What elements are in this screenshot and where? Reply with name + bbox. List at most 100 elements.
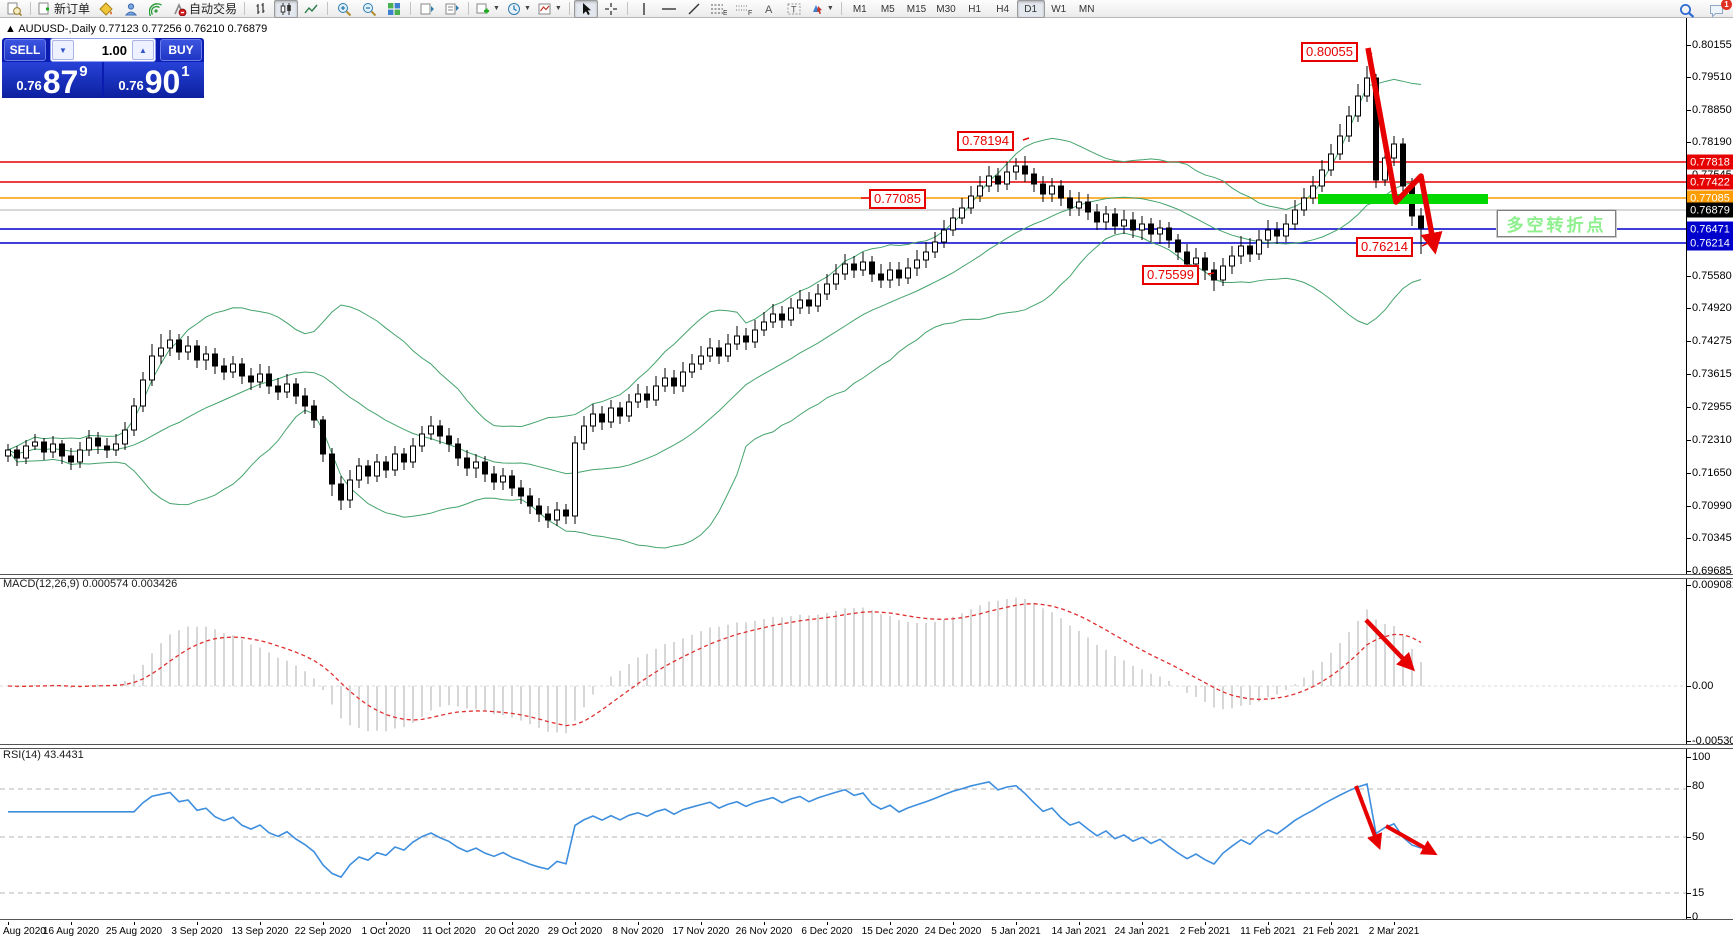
- date-label: 22 Sep 2020: [294, 926, 352, 937]
- bar-chart-icon: [256, 2, 265, 14]
- timeframe-h1[interactable]: H1: [968, 3, 982, 15]
- date-tick: [1268, 922, 1269, 925]
- notifications-button[interactable]: 1: [1705, 0, 1732, 19]
- print-preview-button[interactable]: [2, 0, 26, 18]
- buy-price-point: 1: [181, 63, 190, 80]
- tile-windows-button[interactable]: [382, 0, 406, 18]
- text-label-tool[interactable]: T: [782, 0, 806, 18]
- date-tick: [71, 922, 72, 925]
- price-tick: 0.72310: [1687, 434, 1732, 446]
- cursor-button[interactable]: [573, 0, 598, 18]
- date-label: 15 Dec 2020: [861, 926, 919, 937]
- search-button[interactable]: [1675, 1, 1699, 19]
- svg-text:E: E: [723, 10, 727, 16]
- svg-text:F: F: [748, 10, 752, 16]
- candlestick-icon: [280, 2, 291, 15]
- macd-tick: -0.005306: [1687, 735, 1733, 747]
- buy-button[interactable]: BUY: [160, 39, 202, 61]
- date-label: 20 Oct 2020: [484, 926, 540, 937]
- rsi-tick: 15: [1686, 887, 1705, 899]
- date-tick: [890, 922, 891, 925]
- fibo-fan-tool[interactable]: F: [732, 0, 756, 18]
- macd-splitter[interactable]: [0, 574, 1733, 579]
- notification-badge: 1: [1721, 0, 1732, 10]
- rsi-down-arrow-2: [1385, 824, 1438, 856]
- timeframe-mn[interactable]: MN: [1078, 3, 1095, 15]
- text-tool[interactable]: A: [757, 0, 781, 18]
- sell-price[interactable]: 0.76 87 9: [2, 62, 102, 98]
- price-badge: 0.76214: [1687, 235, 1733, 251]
- price-tick: 0.75580: [1687, 270, 1732, 282]
- symbol-name: AUDUSD-,Daily: [18, 23, 96, 35]
- new-order-button[interactable]: 新订单: [35, 0, 93, 18]
- rsi-splitter[interactable]: [0, 744, 1733, 749]
- add-indicator-button[interactable]: ▼: [473, 0, 503, 18]
- price-callout[interactable]: 0.80055: [1301, 42, 1358, 62]
- templates-button[interactable]: ▼: [535, 0, 565, 18]
- svg-text:A: A: [765, 4, 773, 16]
- arrows-tool[interactable]: ▼: [807, 0, 837, 18]
- chart-window: ▲ AUDUSD-,Daily 0.77123 0.77256 0.76210 …: [0, 18, 1733, 940]
- date-label: 29 Oct 2020: [547, 926, 603, 937]
- dropdown-caret: ▼: [493, 5, 500, 12]
- bollinger-layer: [7, 78, 1422, 549]
- price-callout[interactable]: 0.75599: [1142, 265, 1199, 285]
- price-callout[interactable]: 0.78194: [957, 131, 1014, 151]
- date-axis[interactable]: Aug 2020 16 Aug 2020 25 Aug 2020 3 Sep 2020…: [0, 922, 1733, 940]
- price-axis-border: [1686, 18, 1687, 922]
- trendline-tool[interactable]: [682, 0, 706, 18]
- crosshair-button[interactable]: [599, 0, 623, 18]
- line-chart-button[interactable]: [299, 0, 323, 18]
- auto-trading-icon: [174, 2, 187, 16]
- collapse-marker[interactable]: ▲: [5, 23, 16, 35]
- timeframe-group: M1 M5 M15 M30 H1 H4 D1 W1 MN: [846, 0, 1101, 19]
- vline-icon: [643, 2, 645, 15]
- flines-icon: F: [736, 5, 752, 16]
- volume-input[interactable]: [75, 41, 131, 59]
- fibo-tool[interactable]: E: [707, 0, 731, 18]
- date-label: 16 Aug 2020: [42, 926, 100, 937]
- green-highlight-bar: [1318, 194, 1488, 204]
- timeframe-m30[interactable]: M30: [936, 3, 956, 15]
- date-tick: [1331, 922, 1332, 925]
- buy-price[interactable]: 0.76 90 1: [104, 62, 204, 98]
- arrange-vertical-button[interactable]: [415, 0, 439, 18]
- zoom-in-button[interactable]: [332, 0, 356, 18]
- timeframe-m5[interactable]: M5: [880, 3, 895, 15]
- bar-chart-button[interactable]: [249, 0, 273, 18]
- timeframe-m1[interactable]: M1: [852, 3, 867, 15]
- signals-button[interactable]: [144, 0, 168, 18]
- publisher-icon: [124, 2, 137, 15]
- publisher-button[interactable]: [119, 0, 143, 18]
- price-tick: 0.70345: [1687, 532, 1732, 544]
- toolbar: 新订单 自动交易: [0, 0, 1733, 19]
- toolbar-separator: [244, 2, 246, 15]
- timeframe-w1[interactable]: W1: [1051, 3, 1067, 15]
- arrange-horizontal-button[interactable]: [440, 0, 464, 18]
- price-callout[interactable]: 0.76214: [1356, 237, 1413, 257]
- macd-layer: [0, 597, 1686, 734]
- sell-button[interactable]: SELL: [4, 39, 46, 61]
- volume-up-button[interactable]: ▲: [132, 40, 154, 60]
- auto-trading-button[interactable]: 自动交易: [169, 0, 240, 18]
- vertical-line-tool[interactable]: [632, 0, 656, 18]
- styler-button[interactable]: [94, 0, 118, 18]
- date-tick: [1205, 922, 1206, 925]
- date-tick: [953, 922, 954, 925]
- horizontal-line-tool[interactable]: [657, 0, 681, 18]
- zoom-out-button[interactable]: [357, 0, 381, 18]
- timeframe-m15[interactable]: M15: [906, 3, 927, 15]
- periods-button[interactable]: ▼: [504, 0, 534, 18]
- toolbar-separator: [30, 2, 31, 15]
- chart-canvas[interactable]: [0, 18, 1733, 940]
- price-callout[interactable]: 0.77085: [869, 189, 926, 209]
- timeframe-h4[interactable]: H4: [996, 3, 1010, 15]
- candlestick-button[interactable]: [274, 0, 299, 18]
- line-chart-icon: [304, 4, 318, 13]
- annotation-textbox[interactable]: 多空转折点: [1496, 209, 1617, 238]
- price-tick: 0.70990: [1687, 500, 1732, 512]
- rsi-tick: 100: [1686, 751, 1711, 763]
- volume-down-button[interactable]: ▼: [52, 40, 74, 60]
- timeframe-d1[interactable]: D1: [1016, 0, 1045, 19]
